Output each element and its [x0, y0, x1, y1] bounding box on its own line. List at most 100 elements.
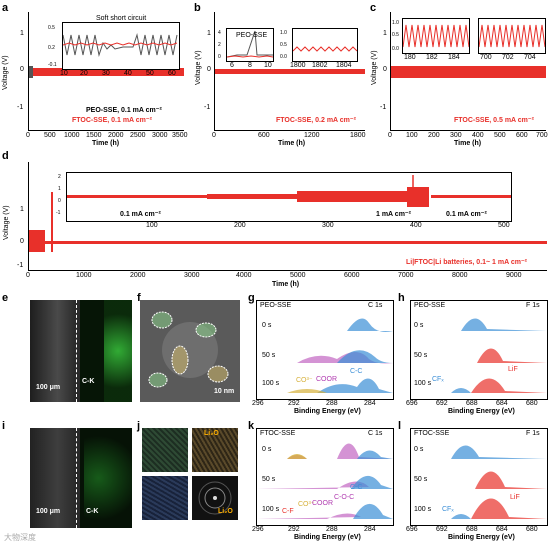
panel-h-spectra: [411, 318, 547, 393]
panel-b-inset-1-xtick: 10: [264, 62, 272, 69]
panel-c-axes: [390, 12, 546, 131]
panel-d-inset-ytick: -1: [56, 210, 61, 216]
panel-k-peak: CO³⁻: [298, 501, 315, 508]
panel-j-hrtem-3: [142, 476, 188, 520]
panel-l-label: l: [398, 420, 402, 432]
panel-a-inset-ytick: 0.2: [48, 45, 55, 51]
panel-c-xtick: 0: [388, 132, 392, 139]
panel-j-hrtem-1: [142, 428, 188, 472]
panel-k-peak: C-F: [282, 508, 294, 515]
panel-b-xtick: 0: [212, 132, 216, 139]
panel-d-xtick: 1000: [76, 272, 92, 279]
panel-a-xtick: 500: [44, 132, 56, 139]
panel-a-trace: [29, 66, 184, 78]
panel-b-inset-1-title: PEO-SSE: [236, 32, 268, 39]
panel-a-inset-xtick: 60: [168, 70, 176, 77]
panel-d-rate-3: 0.1 mA cm⁻²: [446, 211, 487, 218]
panel-c-trace: [391, 66, 546, 78]
panel-g-sample: PEO-SSE: [260, 302, 292, 309]
panel-k-peak: C-O-C: [334, 494, 355, 501]
panel-a-ylabel: Voltage (V): [2, 55, 9, 90]
panel-a-xtick: 3500: [172, 132, 188, 139]
panel-c-xtick: 400: [472, 132, 484, 139]
panel-b-trace: [215, 69, 365, 74]
panel-b-inset-2-ytick: 0.5: [280, 42, 287, 48]
panel-c-label: c: [370, 2, 377, 14]
panel-k-spectra: [257, 443, 393, 519]
panel-l-peak: LiF: [510, 494, 520, 501]
panel-g-spectra: [257, 318, 393, 393]
panel-b-inset-2-trace: [293, 46, 357, 52]
panel-e-scalebar: 100 μm: [36, 384, 61, 391]
panel-a-legend-1: PEO-SSE, 0.1 mA cm⁻²: [86, 107, 162, 114]
panel-l-xtick: 680: [526, 526, 538, 533]
panel-a-ytick-3: -1: [17, 104, 24, 111]
panel-k-time: 100 s: [262, 506, 280, 513]
panel-g-xlabel: Binding Energy (eV): [294, 408, 361, 415]
panel-a-xtick: 0: [26, 132, 30, 139]
panel-a-label: a: [2, 2, 9, 14]
panel-b-inset-2: [292, 28, 358, 62]
panel-j-fft: [192, 476, 238, 520]
panel-k-time: 0 s: [262, 446, 272, 453]
panel-b-ylabel: Voltage (V): [195, 50, 202, 85]
panel-a-xlabel: Time (h): [92, 140, 120, 147]
panel-a-inset-trace: [63, 33, 178, 57]
panel-a-inset-xtick: 50: [146, 70, 154, 77]
panel-b-inset-1-ytick: 2: [218, 42, 221, 48]
panel-d-trace: [29, 192, 547, 252]
panel-b-inset-1-trace: [227, 30, 273, 58]
panel-k-xtick: 284: [364, 526, 376, 533]
panel-j-phase-label: Li₂O: [218, 508, 233, 515]
panel-d-inset-xtick: 300: [322, 222, 334, 229]
panel-d-xtick: 0: [26, 272, 30, 279]
panel-l-spectra: [411, 445, 547, 519]
panel-k-peak: COOR: [312, 500, 333, 507]
panel-c-inset-1-xtick: 182: [426, 54, 438, 61]
panel-c-xtick: 600: [516, 132, 528, 139]
panel-j-label: j: [137, 420, 141, 432]
panel-b-xtick: 600: [258, 132, 270, 139]
panel-a-inset-note: Soft short circuit: [96, 15, 147, 22]
panel-c-ytick: -1: [380, 104, 387, 111]
panel-d-inset-xtick: 400: [410, 222, 422, 229]
panel-e-map-label: C-K: [82, 378, 95, 385]
panel-d-xtick: 6000: [344, 272, 360, 279]
panel-a-ytick-2: 0: [20, 66, 24, 73]
panel-b-inset-1: [226, 28, 274, 62]
panel-k-label: k: [248, 420, 255, 432]
panel-l-xtick: 684: [496, 526, 508, 533]
panel-c-inset-2-trace: [479, 24, 545, 48]
panel-b-xlabel: Time (h): [278, 140, 306, 147]
panel-l-xtick: 692: [436, 526, 448, 533]
panel-c-inset-2-xtick: 704: [524, 54, 536, 61]
panel-i-scalebar: 100 μm: [36, 508, 61, 515]
panel-c-ylabel: Voltage (V): [371, 50, 378, 85]
panel-a-xtick: 2500: [130, 132, 146, 139]
panel-g-xtick: 284: [364, 400, 376, 407]
panel-c-inset-ytick: 0.5: [392, 32, 399, 38]
panel-h-xtick: 696: [406, 400, 418, 407]
panel-d-inset-xtick: 500: [498, 222, 510, 229]
panel-h-xtick: 684: [496, 400, 508, 407]
panel-g-label: g: [248, 292, 255, 304]
panel-b-ytick: -1: [204, 104, 211, 111]
panel-a-xtick: 3000: [152, 132, 168, 139]
panel-c-xtick: 300: [450, 132, 462, 139]
panel-a-axes: [28, 12, 184, 131]
watermark: 大物深度: [4, 533, 36, 542]
panel-d-xtick: 3000: [184, 272, 200, 279]
panel-b-inset-2-xtick: 1804: [336, 62, 352, 69]
panel-h-time: 50 s: [414, 352, 428, 359]
panel-b-label: b: [194, 2, 201, 14]
panel-k-peak: C-C: [350, 484, 363, 491]
panel-g-time: 100 s: [262, 380, 280, 387]
panel-a-inset-ytick: 0.5: [48, 25, 55, 31]
panel-j-fft-rings: [198, 481, 232, 515]
panel-f-grain-overlay: [148, 311, 229, 388]
panel-b-inset-1-ytick: 0: [218, 54, 221, 60]
panel-c-xtick: 100: [406, 132, 418, 139]
panel-l-sample: FTOC-SSE: [414, 430, 450, 437]
panel-l-time: 50 s: [414, 476, 428, 483]
panel-d-ytick: 1: [20, 206, 24, 213]
